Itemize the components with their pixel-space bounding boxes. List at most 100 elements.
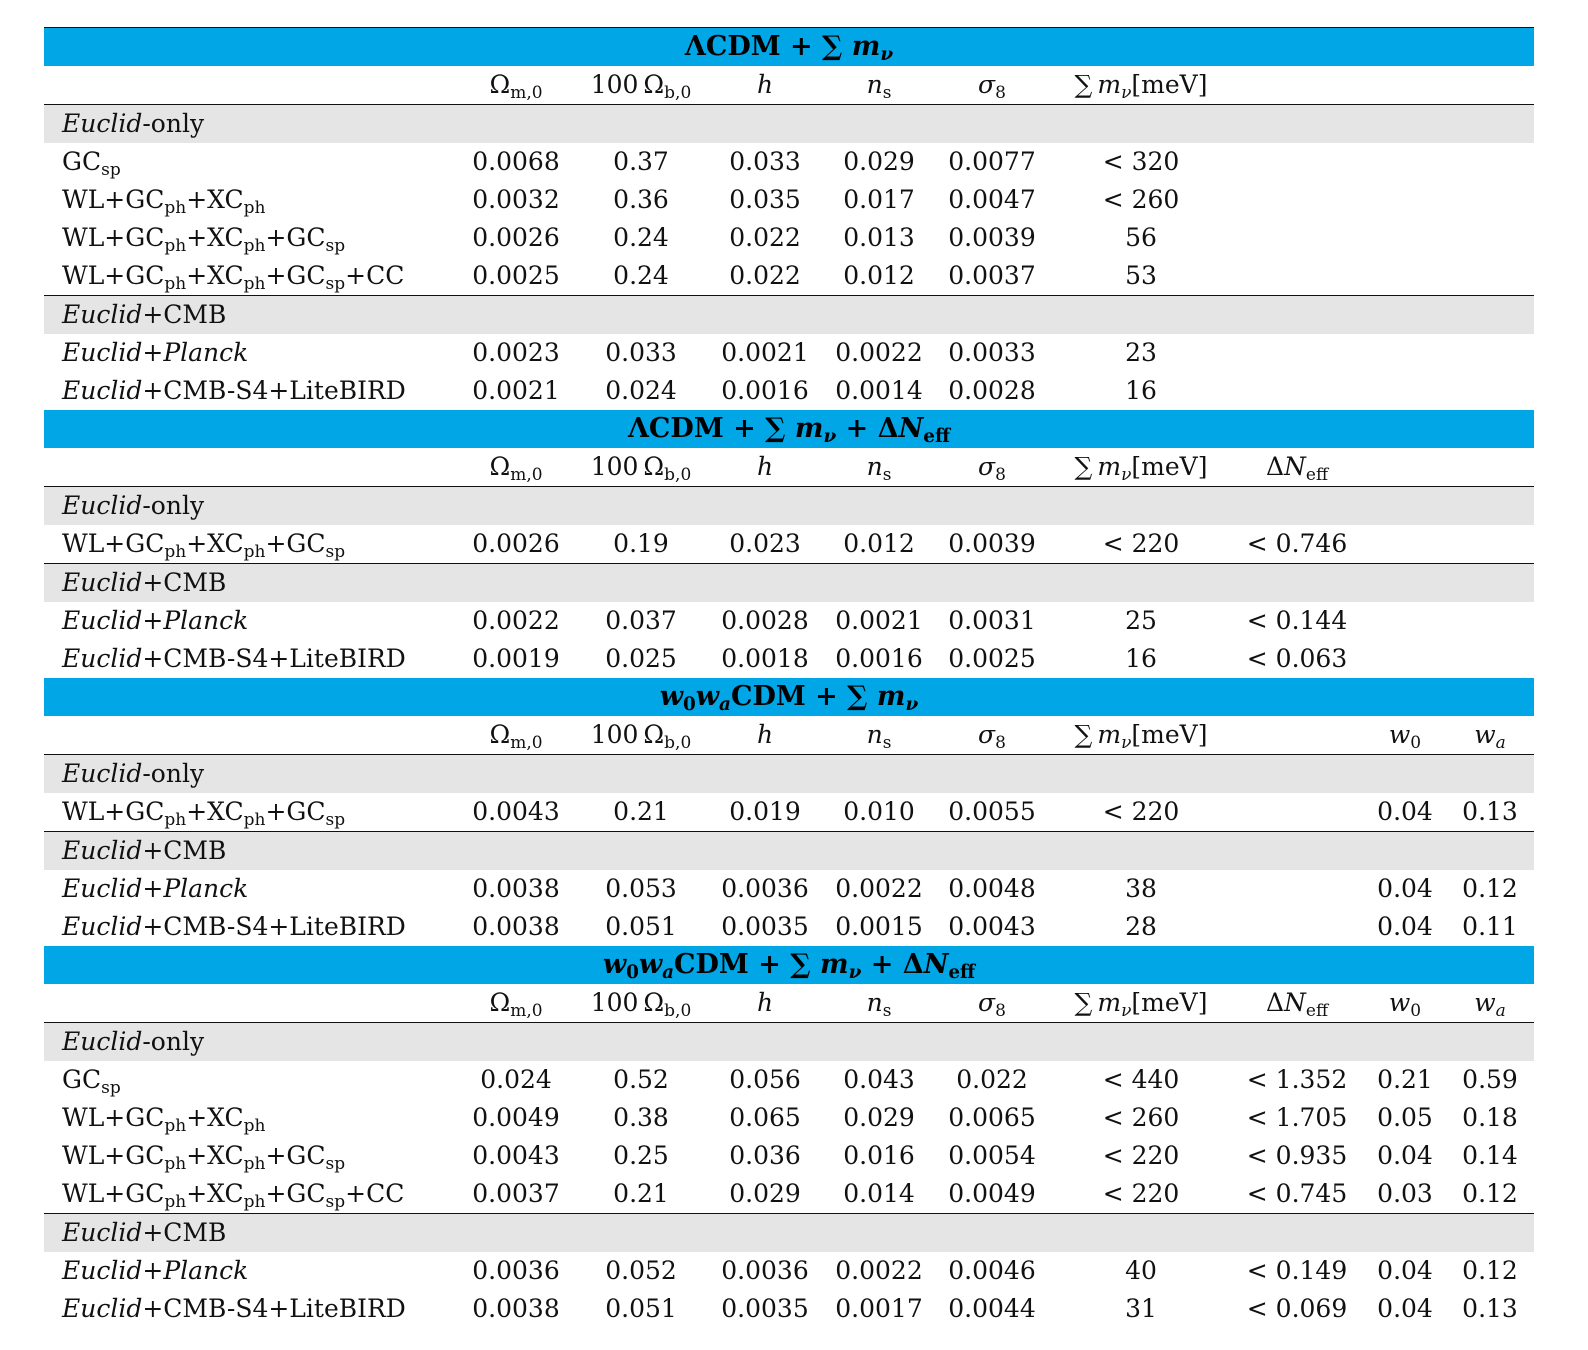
row-label: WL+GCph+XCph+GCsp+CC: [62, 1179, 405, 1212]
table-cell: 0.0022: [835, 1256, 923, 1285]
table-cell: 0.0018: [721, 644, 809, 673]
column-header: ns: [866, 70, 892, 103]
table-cell: 28: [1125, 912, 1157, 941]
column-header-row: Ωm,0 100 Ωb,0 h ns σ8 ∑ mν[meV]: [44, 66, 1534, 105]
table-cell: 0.13: [1462, 797, 1518, 826]
table-cell: 0.21: [613, 1179, 669, 1208]
table-cell: 0.0026: [472, 529, 560, 558]
table-cell: 0.0036: [721, 1256, 809, 1285]
column-header: 100 Ωb,0: [590, 452, 692, 485]
table-cell: 0.012: [843, 529, 915, 558]
table-cell: 31: [1125, 1294, 1157, 1323]
table-cell: 0.0068: [472, 147, 560, 176]
table-row: Euclid+CMB-S4+LiteBIRD 0.0038 0.051 0.0035 0…: [44, 908, 1534, 946]
row-label: Euclid+CMB-S4+LiteBIRD: [62, 644, 406, 673]
table-cell: 0.029: [729, 1179, 801, 1208]
table-cell: 0.21: [613, 797, 669, 826]
table-cell: 0.0049: [948, 1179, 1036, 1208]
table-cell: 0.0039: [948, 529, 1036, 558]
table-cell: 0.022: [729, 261, 801, 290]
table-cell: 0.052: [605, 1256, 677, 1285]
table-cell: 0.14: [1462, 1141, 1518, 1170]
table-cell: 0.04: [1377, 912, 1433, 941]
table-cell: 0.012: [843, 261, 915, 290]
table-cell: 0.0065: [948, 1103, 1036, 1132]
table-cell: 0.029: [843, 147, 915, 176]
table-cell: 0.025: [605, 644, 677, 673]
table-cell: 0.0023: [472, 338, 560, 367]
column-header: Ωm,0: [489, 452, 543, 485]
table-row: Euclid+Planck 0.0022 0.037 0.0028 0.0021 0.00…: [44, 602, 1534, 640]
table-cell: < 0.069: [1246, 1294, 1348, 1323]
row-label: Euclid+Planck: [62, 606, 249, 635]
table-cell: 38: [1125, 874, 1157, 903]
table-cell: 0.0022: [835, 874, 923, 903]
table-cell: 0.024: [480, 1065, 552, 1094]
table-cell: 0.0022: [472, 606, 560, 635]
table-cell: < 1.705: [1246, 1103, 1348, 1132]
table-cell: < 260: [1102, 1103, 1180, 1132]
column-header: σ8: [978, 988, 1006, 1021]
table-cell: 16: [1125, 376, 1157, 405]
column-header: Ωm,0: [489, 720, 543, 753]
table-cell: 0.051: [605, 912, 677, 941]
table-cell: 0.0038: [472, 912, 560, 941]
column-header-row: Ωm,0 100 Ωb,0 h ns σ8 ∑ mν[meV] w0 wa: [44, 716, 1534, 755]
table-cell: 0.0036: [721, 874, 809, 903]
table-cell: 0.0037: [948, 261, 1036, 290]
table-cell: < 320: [1102, 147, 1180, 176]
table-row: WL+GCph+XCph+GCsp 0.0043 0.21 0.019 0.010 0.0…: [44, 793, 1534, 831]
row-label: Euclid+Planck: [62, 874, 249, 903]
section-title: ΛCDM + ∑ mν: [44, 28, 1534, 66]
row-label: GCsp: [62, 1065, 121, 1098]
table-cell: 16: [1125, 644, 1157, 673]
column-header: ns: [866, 452, 892, 485]
table-row: Euclid+CMB-S4+LiteBIRD 0.0019 0.025 0.0018 0…: [44, 640, 1534, 678]
table-cell: 0.0048: [948, 874, 1036, 903]
table-cell: 0.0028: [948, 376, 1036, 405]
column-header: ∑ mν[meV]: [1074, 720, 1208, 753]
column-header: h: [756, 452, 774, 481]
table-cell: 0.0021: [835, 606, 923, 635]
table-cell: < 0.745: [1246, 1179, 1348, 1208]
column-header: wa: [1474, 720, 1506, 753]
table-cell: 0.0047: [948, 185, 1036, 214]
table-cell: 0.056: [729, 1065, 801, 1094]
table-cell: 0.0021: [472, 376, 560, 405]
table-cell: 0.13: [1462, 1294, 1518, 1323]
row-label: Euclid+CMB-S4+LiteBIRD: [62, 376, 406, 405]
table-cell: 0.12: [1462, 1179, 1518, 1208]
table-cell: 25: [1125, 606, 1157, 635]
column-header: Ωm,0: [489, 988, 543, 1021]
column-header: h: [756, 720, 774, 749]
table-cell: 0.0026: [472, 223, 560, 252]
table-row: WL+GCph+XCph+GCsp+CC 0.0037 0.21 0.029 0.014…: [44, 1175, 1534, 1213]
table-cell: < 0.149: [1246, 1256, 1348, 1285]
table-cell: 0.0019: [472, 644, 560, 673]
section-title: w0waCDM + ∑ mν: [44, 678, 1534, 716]
column-header: w0: [1388, 720, 1422, 753]
table-row: WL+GCph+XCph 0.0032 0.36 0.035 0.017 0.0047 < …: [44, 181, 1534, 219]
column-header-row: Ωm,0 100 Ωb,0 h ns σ8 ∑ mν[meV] ΔNeff w0 wa: [44, 984, 1534, 1023]
table-cell: 0.014: [843, 1179, 915, 1208]
column-header: ns: [866, 720, 892, 753]
column-header: h: [756, 988, 774, 1017]
table-cell: < 440: [1102, 1065, 1180, 1094]
table-cell: < 260: [1102, 185, 1180, 214]
table-cell: 0.033: [605, 338, 677, 367]
table-row: Euclid+Planck 0.0038 0.053 0.0036 0.0022 0.00…: [44, 870, 1534, 908]
table-row: WL+GCph+XCph+GCsp 0.0043 0.25 0.036 0.016 0.0…: [44, 1137, 1534, 1175]
group-label: Euclid+CMB: [44, 831, 1534, 870]
table-row: Euclid+Planck 0.0023 0.033 0.0021 0.0022 0.00…: [44, 334, 1534, 372]
table-cell: 0.0055: [948, 797, 1036, 826]
column-header: wa: [1474, 988, 1506, 1021]
table-cell: 0.0016: [835, 644, 923, 673]
table-cell: 0.033: [729, 147, 801, 176]
table-cell: 0.043: [843, 1065, 915, 1094]
table-cell: 0.0043: [472, 1141, 560, 1170]
table-row: Euclid+Planck 0.0036 0.052 0.0036 0.0022 0.00…: [44, 1252, 1534, 1290]
column-header: ∑ mν[meV]: [1074, 452, 1208, 485]
table-row: WL+GCph+XCph+GCsp 0.0026 0.24 0.022 0.013 0.0…: [44, 219, 1534, 257]
group-label: Euclid-only: [44, 755, 1534, 793]
group-label: Euclid+CMB: [44, 295, 1534, 334]
